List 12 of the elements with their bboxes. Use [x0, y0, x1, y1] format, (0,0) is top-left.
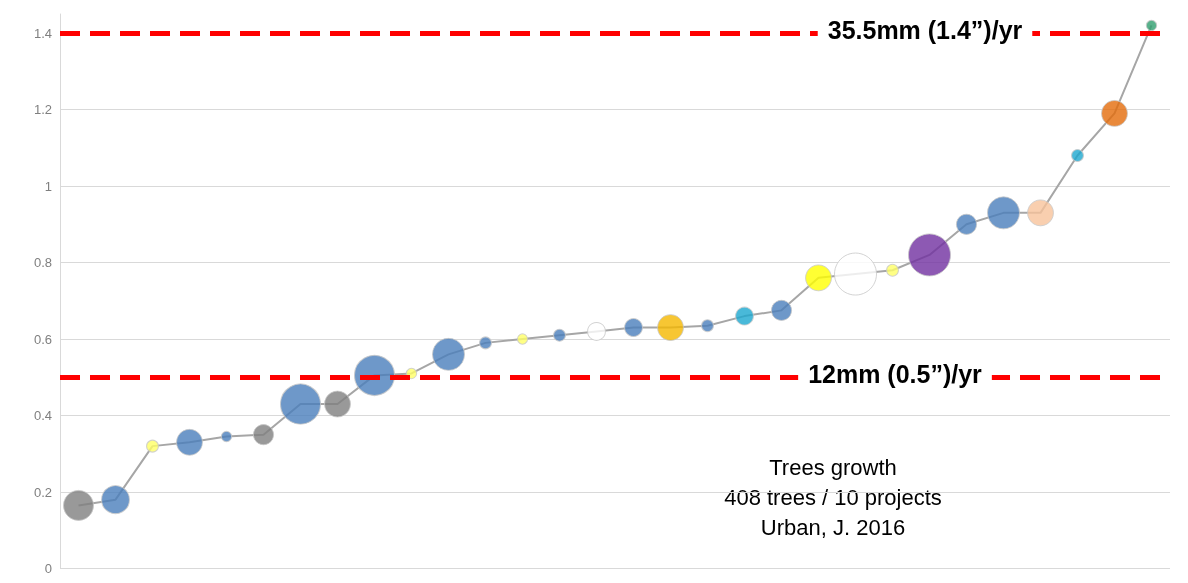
y-tick-label: 1.4 [33, 25, 52, 41]
y-tick-label: 0.4 [33, 408, 52, 424]
y-tick-label: 0.2 [33, 484, 52, 500]
ref-line-label: 12mm (0.5”)/yr [808, 359, 983, 388]
annotation: Trees growth [769, 454, 897, 480]
y-tick-label: 0.6 [33, 331, 52, 347]
annotation: Urban, J. 2016 [760, 514, 906, 540]
y-tick-label: 1 [44, 178, 52, 194]
ref-line-label: 35.5mm (1.4”)/yr [827, 15, 1023, 44]
y-tick-label: 1.2 [33, 102, 52, 118]
y-tick-label: 0.8 [33, 255, 52, 271]
y-tick-label: 0 [44, 561, 52, 576]
